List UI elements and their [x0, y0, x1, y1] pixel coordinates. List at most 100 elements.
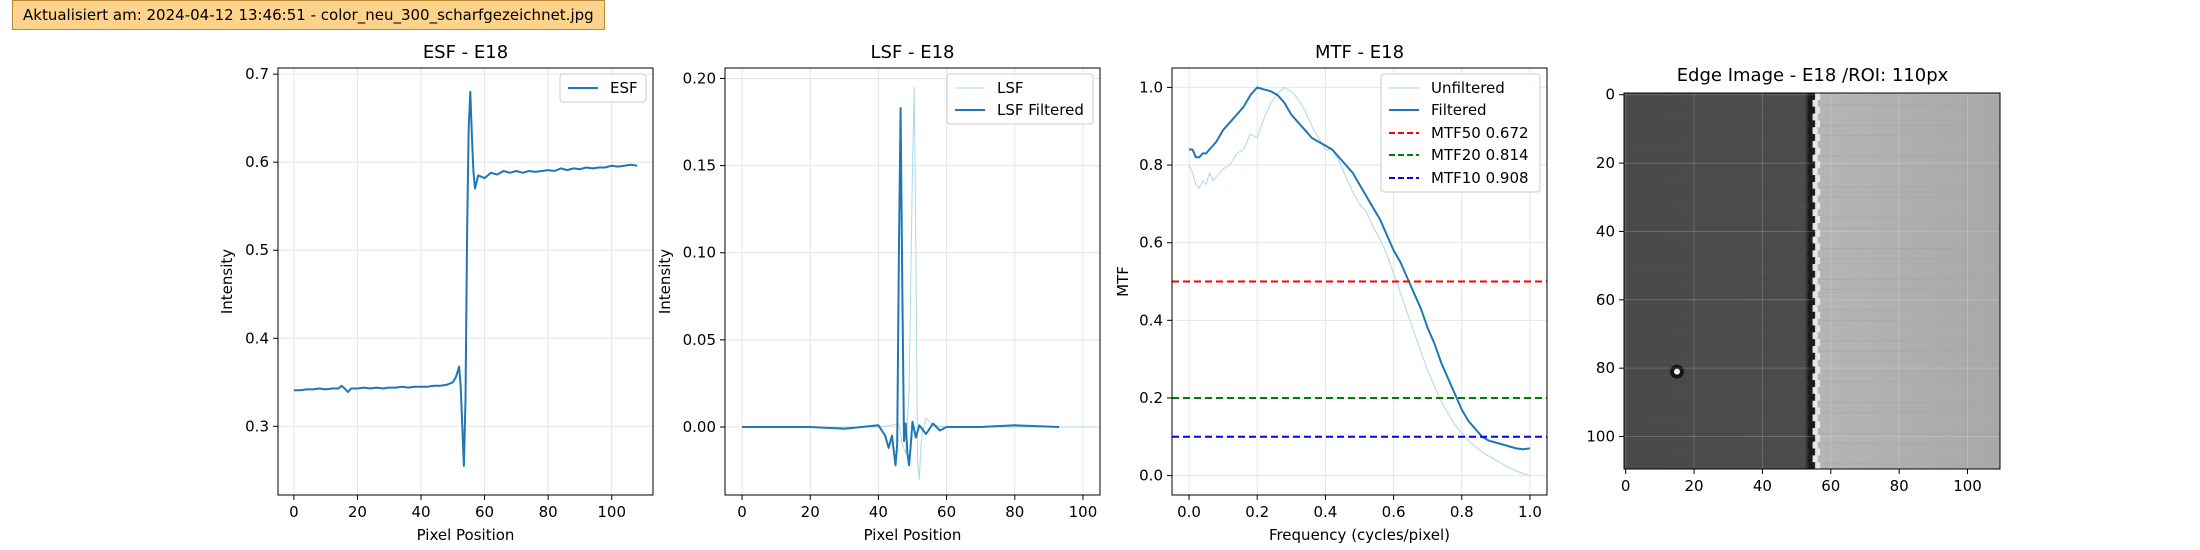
esf-ytick-label: 0.6 — [245, 153, 269, 171]
edge-image-dark-stripe-seg — [1809, 284, 1815, 292]
mtf-ytick-label: 0.2 — [1139, 389, 1163, 407]
mtf-legend-entry-mtf10: MTF10 0.908 — [1431, 169, 1529, 187]
edge-image-ytick-label: 20 — [1596, 154, 1615, 172]
mtf-xtick-label: 0.4 — [1313, 503, 1337, 521]
edge-image-dark-stripe-seg — [1807, 99, 1813, 107]
edge-image-xtick-label: 60 — [1821, 477, 1840, 495]
edge-image-bright-stripe-seg — [1816, 134, 1821, 142]
edge-image-panel: Edge Image - E18 /ROI: 110px 0 20 40 60 80 10… — [1586, 65, 2001, 495]
edge-image-bright-stripe-seg — [1816, 188, 1821, 196]
edge-image-dark-stripe-seg — [1807, 277, 1813, 285]
esf-ytick-label: 0.3 — [245, 417, 269, 435]
edge-image-dark-stripe-seg — [1807, 250, 1813, 258]
edge-image-dark-stripe-seg — [1807, 427, 1813, 435]
mtf-title: MTF - E18 — [1315, 42, 1404, 63]
edge-image-dark-stripe-seg — [1809, 448, 1815, 456]
lsf-series-lsf — [742, 86, 1097, 480]
edge-image-dark-stripe-seg — [1807, 181, 1813, 189]
esf-yticks: 0.3 0.4 0.5 0.6 0.7 — [245, 65, 278, 435]
edge-image-xtick-label: 100 — [1953, 477, 1982, 495]
edge-image-dark-stripe-seg — [1809, 407, 1815, 415]
mtf-panel: MTF - E18 0.0 0.2 0.4 0.6 0.8 1.0 0.00.20.40.… — [1114, 42, 1548, 544]
edge-image-bright-stripe-seg — [1813, 113, 1818, 121]
lsf-xtick-label: 40 — [869, 503, 888, 521]
edge-image-bright-stripe-seg — [1816, 106, 1821, 114]
lsf-title: LSF - E18 — [870, 42, 954, 63]
edge-image-dark-stripe-seg — [1809, 339, 1815, 347]
edge-image-bright-stripe-seg — [1816, 147, 1821, 155]
lsf-legend-box — [946, 73, 1094, 125]
edge-image-bright-stripe-seg — [1813, 345, 1818, 353]
edge-image-bright-stripe-seg — [1813, 236, 1818, 244]
edge-image-bright-stripe-seg — [1813, 400, 1818, 408]
edge-image-bright-stripe-seg — [1816, 175, 1821, 183]
lsf-legend-entry-lsf: LSF — [997, 79, 1024, 97]
edge-image-ytick-label: 0 — [1605, 86, 1615, 104]
esf-panel: ESF - E18 0 20 40 60 80 100 0.3 0.4 0.5 0.6 0.7 P… — [218, 42, 654, 544]
edge-image-xtick-label: 40 — [1753, 477, 1772, 495]
edge-image-dark-stripe-seg — [1809, 462, 1815, 470]
edge-image-xtick-label: 80 — [1890, 477, 1909, 495]
edge-image-bright-stripe-seg — [1816, 407, 1821, 415]
edge-image-bright-stripe-seg — [1816, 298, 1821, 306]
mtf-xtick-label: 0.2 — [1245, 503, 1269, 521]
esf-ylabel: Intensity — [218, 249, 236, 314]
lsf-plot — [742, 86, 1097, 480]
edge-image-dark-stripe-seg — [1807, 359, 1813, 367]
edge-image-dark-stripe-seg — [1809, 175, 1815, 183]
edge-image-bright-stripe-seg — [1813, 386, 1818, 394]
edge-image-bright-stripe-seg — [1816, 93, 1821, 100]
edge-image-dark-stripe-seg — [1809, 325, 1815, 333]
edge-image-bright-stripe-seg — [1816, 325, 1821, 333]
edge-image-dark-stripe-seg — [1809, 93, 1815, 100]
edge-image-dark-stripe-seg — [1807, 291, 1813, 299]
edge-image-bright-stripe-seg — [1813, 304, 1818, 312]
esf-xtick-label: 80 — [539, 503, 558, 521]
edge-image-bright-stripe-seg — [1813, 250, 1818, 258]
lsf-xtick-label: 60 — [937, 503, 956, 521]
esf-legend-entry: ESF — [610, 79, 638, 97]
lsf-axes-frame — [724, 67, 1101, 496]
edge-image-dark-stripe-seg — [1807, 222, 1813, 230]
edge-image-xticks: 0 20 40 60 80 100 — [1621, 469, 1982, 495]
mtf-legend-entry-mtf20: MTF20 0.814 — [1431, 146, 1529, 164]
lsf-xticks: 0 20 40 60 80 100 — [737, 495, 1097, 521]
edge-image-bright-stripe-seg — [1816, 462, 1821, 470]
edge-image-bright-stripe-seg — [1816, 393, 1821, 401]
edge-image-dark-stripe-seg — [1807, 332, 1813, 340]
mtf-ytick-label: 0.0 — [1139, 467, 1163, 485]
edge-image-bright-stripe-seg — [1813, 332, 1818, 340]
edge-image-dark-stripe-seg — [1809, 366, 1815, 374]
edge-image-dark-stripe-seg — [1809, 393, 1815, 401]
edge-image-bright-stripe-seg — [1813, 291, 1818, 299]
edge-image-dark-stripe-seg — [1807, 455, 1813, 463]
lsf-series-lsf-filtered — [742, 107, 1060, 467]
edge-image-bright-stripe-seg — [1816, 202, 1821, 210]
edge-image-dark-stripe-seg — [1807, 263, 1813, 271]
edge-image-bright-stripe-seg — [1813, 318, 1818, 326]
esf-legend-box — [559, 73, 647, 103]
edge-image-dark-stripe-seg — [1809, 257, 1815, 265]
edge-image-dark-stripe-seg — [1807, 236, 1813, 244]
edge-image-bright-stripe-seg — [1813, 209, 1818, 217]
edge-image-bright-stripe-seg — [1813, 359, 1818, 367]
mtf-yticks: 0.0 0.2 0.4 0.6 0.8 1.0 — [1139, 78, 1172, 485]
edge-image-bright-stripe-seg — [1813, 277, 1818, 285]
edge-image-bright-stripe-seg — [1816, 311, 1821, 319]
edge-image-bright-stripe-seg — [1816, 161, 1821, 169]
edge-image-dark-stripe-seg — [1809, 147, 1815, 155]
edge-image-bright-stripe-seg — [1816, 284, 1821, 292]
edge-image-bright-stripe-seg — [1813, 168, 1818, 176]
edge-image-dark-stripe-seg — [1807, 140, 1813, 148]
esf-xtick-label: 40 — [411, 503, 430, 521]
esf-axes-frame — [277, 67, 654, 496]
edge-image-bright-stripe-seg — [1813, 140, 1818, 148]
edge-image-dark-stripe-seg — [1809, 106, 1815, 114]
esf-xtick-label: 0 — [289, 503, 299, 521]
edge-image-bright-stripe-seg — [1813, 154, 1818, 162]
lsf-ytick-label: 0.05 — [683, 331, 716, 349]
edge-image-bright-stripe-seg — [1816, 434, 1821, 442]
edge-image-bright-stripe-seg — [1813, 414, 1818, 422]
lsf-grid — [725, 68, 1100, 495]
